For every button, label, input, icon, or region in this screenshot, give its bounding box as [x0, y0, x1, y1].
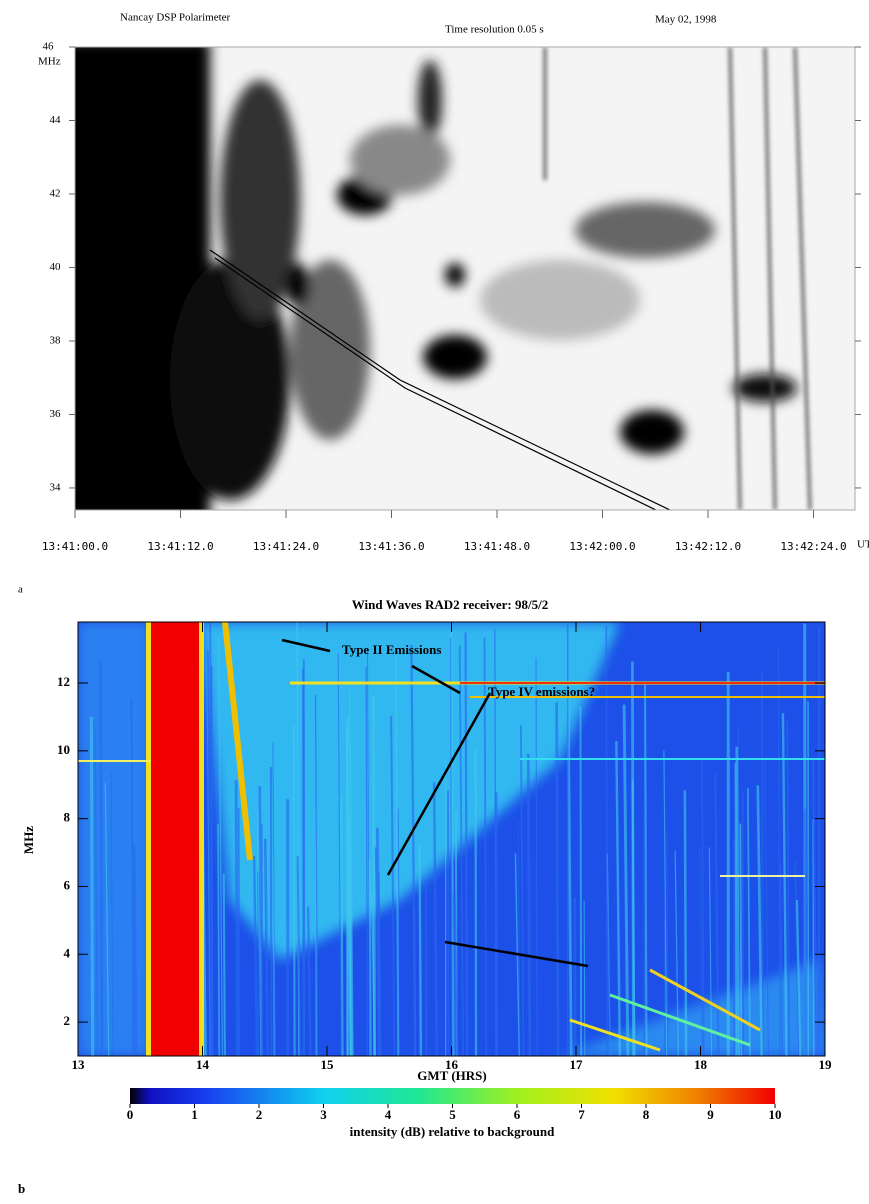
- colorbar-tick-label: 0: [127, 1107, 134, 1122]
- y-tick-label: 12: [57, 674, 70, 689]
- y-label: MHz: [21, 826, 36, 854]
- colorbar-tick-label: 1: [191, 1107, 198, 1122]
- y-tick-label: 46: [43, 41, 55, 53]
- annotation: Type IV emissions?: [488, 684, 595, 699]
- y-tick-label: 44: [50, 114, 62, 126]
- colorbar-tick-label: 8: [643, 1107, 650, 1122]
- annotation: Type II Emissions: [342, 642, 441, 657]
- y-label: MHz: [38, 56, 61, 68]
- x-tick-label: 13: [72, 1057, 86, 1072]
- spectrogram-a: [75, 47, 855, 510]
- date: May 02, 1998: [655, 14, 717, 26]
- y-tick-label: 10: [57, 742, 70, 757]
- chart-title: Wind Waves RAD2 receiver: 98/5/2: [352, 597, 548, 612]
- colorbar-tick-label: 7: [578, 1107, 585, 1122]
- x-tick-label: 13:41:36.0: [358, 540, 424, 553]
- colorbar-tick-label: 6: [514, 1107, 521, 1122]
- y-tick-label: 6: [64, 877, 71, 892]
- x-tick-label: 13:41:00.0: [42, 540, 108, 553]
- colorbar: [130, 1088, 775, 1104]
- y-tick-label: 4: [64, 945, 71, 960]
- x-tick-label: 16: [445, 1057, 459, 1072]
- chart-title: Nancay DSP Polarimeter: [120, 12, 231, 24]
- x-unit: UT: [857, 539, 869, 551]
- colorbar-tick-label: 2: [256, 1107, 263, 1122]
- colorbar-label: intensity (dB) relative to background: [350, 1124, 555, 1139]
- plot-frame: [74, 46, 856, 511]
- panel-label: a: [18, 584, 23, 596]
- y-tick-label: 42: [50, 188, 61, 200]
- panel-b: Wind Waves RAD2 receiver: 98/5/2: [18, 597, 832, 1196]
- x-tick-label: 13:41:48.0: [464, 540, 530, 553]
- x-tick-label: 13:42:24.0: [780, 540, 846, 553]
- y-tick-label: 34: [50, 481, 62, 493]
- y-tick-label: 8: [64, 810, 71, 825]
- x-tick-label: 17: [570, 1057, 584, 1072]
- x-tick-label: 13:41:24.0: [253, 540, 319, 553]
- x-tick-label: 14: [196, 1057, 210, 1072]
- subtitle: Time resolution 0.05 s: [445, 24, 544, 36]
- y-tick-label: 40: [50, 261, 62, 273]
- x-tick-label: 19: [819, 1057, 833, 1072]
- x-label: GMT (HRS): [417, 1068, 486, 1083]
- panel-label: b: [18, 1181, 25, 1196]
- y-tick-label: 2: [64, 1013, 71, 1028]
- colorbar-tick-label: 4: [385, 1107, 392, 1122]
- y-tick-label: 36: [50, 408, 62, 420]
- y-tick-label: 38: [50, 334, 62, 346]
- panel-a: Nancay DSP Polarimeter Time resolution 0…: [18, 12, 869, 596]
- x-tick-label: 13:42:00.0: [569, 540, 635, 553]
- x-tick-label: 13:41:12.0: [147, 540, 213, 553]
- x-tick-label: 15: [321, 1057, 335, 1072]
- colorbar-tick-label: 3: [320, 1107, 327, 1122]
- colorbar-tick-label: 9: [707, 1107, 714, 1122]
- colorbar-tick-label: 10: [769, 1107, 782, 1122]
- spectrogram-b: [78, 622, 825, 1056]
- x-tick-label: 18: [694, 1057, 708, 1072]
- colorbar-tick-label: 5: [449, 1107, 456, 1122]
- x-tick-label: 13:42:12.0: [675, 540, 741, 553]
